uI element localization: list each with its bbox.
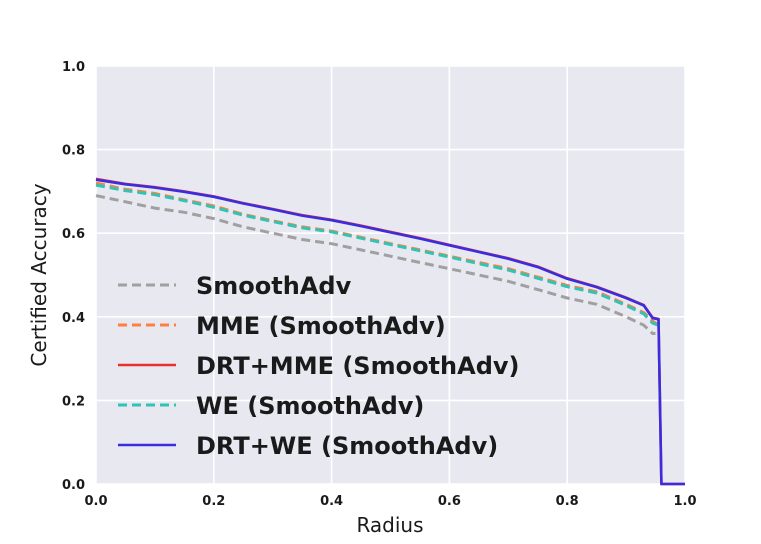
x-tick-label: 0.6: [438, 494, 461, 509]
y-tick-label: 0.0: [62, 478, 85, 493]
series-lines: [95, 177, 685, 486]
legend-label: DRT+WE (SmoothAdv): [196, 432, 498, 460]
y-tick-labels: 0.0 0.2 0.4 0.6 0.8 1.0: [62, 60, 85, 493]
series-line-1: [95, 194, 656, 335]
y-tick-label: 0.2: [62, 394, 85, 409]
legend: SmoothAdv MME (SmoothAdv) DRT+MME (SmoothA…: [118, 272, 519, 460]
series-line-5: [95, 178, 685, 486]
legend-label: WE (SmoothAdv): [196, 392, 424, 420]
grid-lines: [95, 65, 686, 485]
y-tick-label: 1.0: [62, 60, 85, 75]
y-tick-label: 0.6: [62, 227, 85, 242]
x-tick-label: 1.0: [673, 494, 696, 509]
x-tick-label: 0.0: [84, 494, 107, 509]
plot-area: [96, 66, 685, 484]
x-axis-label: Radius: [356, 513, 423, 537]
y-axis-label: Certified Accuracy: [27, 183, 51, 366]
legend-label: SmoothAdv: [196, 272, 352, 300]
y-tick-label: 0.8: [62, 144, 85, 159]
x-tick-label: 0.2: [202, 494, 225, 509]
legend-label: DRT+MME (SmoothAdv): [196, 352, 519, 380]
series-line-4: [95, 183, 660, 327]
legend-label: MME (SmoothAdv): [196, 312, 446, 340]
y-tick-label: 0.4: [62, 311, 85, 326]
x-tick-label: 0.4: [320, 494, 343, 509]
x-tick-labels: 0.0 0.2 0.4 0.6 0.8 1.0: [84, 494, 696, 509]
x-tick-label: 0.8: [556, 494, 579, 509]
